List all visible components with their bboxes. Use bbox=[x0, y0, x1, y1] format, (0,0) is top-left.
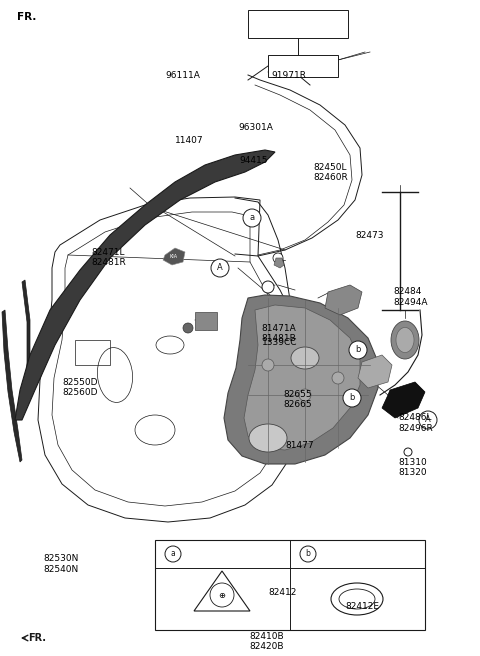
Text: 82412: 82412 bbox=[269, 588, 297, 598]
Polygon shape bbox=[163, 248, 185, 265]
Polygon shape bbox=[358, 355, 392, 388]
Ellipse shape bbox=[291, 347, 319, 369]
Text: FR.: FR. bbox=[17, 12, 36, 22]
Text: 82450L
82460R: 82450L 82460R bbox=[313, 163, 348, 182]
Text: 91971R: 91971R bbox=[271, 71, 306, 80]
Circle shape bbox=[349, 341, 367, 359]
Text: 96111A: 96111A bbox=[166, 71, 201, 80]
Bar bbox=[75, 340, 110, 365]
Bar bbox=[248, 10, 348, 38]
Polygon shape bbox=[325, 285, 362, 315]
Text: A: A bbox=[217, 264, 223, 272]
Polygon shape bbox=[382, 382, 425, 418]
Circle shape bbox=[273, 253, 283, 263]
Text: FR.: FR. bbox=[28, 633, 46, 643]
Text: 82484
82494A: 82484 82494A bbox=[394, 287, 428, 307]
Text: a: a bbox=[170, 550, 175, 558]
Circle shape bbox=[300, 546, 316, 562]
Text: 94415: 94415 bbox=[239, 156, 267, 165]
Text: b: b bbox=[355, 346, 360, 354]
Text: a: a bbox=[250, 213, 254, 222]
Text: 82473: 82473 bbox=[355, 231, 384, 240]
Text: 82486L
82496R: 82486L 82496R bbox=[398, 413, 433, 433]
Text: 11407: 11407 bbox=[175, 136, 204, 146]
Circle shape bbox=[262, 359, 274, 371]
Polygon shape bbox=[22, 280, 30, 402]
Bar bbox=[195, 312, 217, 330]
Text: 82471L
82481R: 82471L 82481R bbox=[91, 248, 126, 268]
Text: 82412E: 82412E bbox=[346, 602, 380, 611]
Text: ⊕: ⊕ bbox=[218, 590, 226, 600]
Circle shape bbox=[404, 448, 412, 456]
Circle shape bbox=[211, 259, 229, 277]
Text: 81471A
81481B: 81471A 81481B bbox=[262, 324, 296, 344]
Polygon shape bbox=[244, 305, 360, 450]
Ellipse shape bbox=[249, 424, 287, 452]
Text: KIA: KIA bbox=[170, 255, 178, 260]
Text: 81310
81320: 81310 81320 bbox=[398, 458, 427, 478]
Text: 81477: 81477 bbox=[286, 441, 314, 450]
Text: b: b bbox=[306, 550, 311, 558]
Circle shape bbox=[332, 372, 344, 384]
Text: 82410B
82420B: 82410B 82420B bbox=[250, 632, 284, 651]
Circle shape bbox=[165, 546, 181, 562]
Polygon shape bbox=[2, 310, 22, 462]
Text: 82655
82665: 82655 82665 bbox=[283, 390, 312, 409]
Text: b: b bbox=[349, 394, 355, 403]
Circle shape bbox=[262, 281, 274, 293]
Circle shape bbox=[419, 411, 437, 429]
Polygon shape bbox=[224, 295, 378, 464]
Circle shape bbox=[343, 389, 361, 407]
Text: 82530N
82540N: 82530N 82540N bbox=[43, 554, 79, 574]
Bar bbox=[268, 55, 338, 77]
Polygon shape bbox=[15, 150, 275, 420]
Text: 1339CC: 1339CC bbox=[262, 338, 297, 348]
Text: A: A bbox=[425, 415, 431, 424]
Text: 82550D
82560D: 82550D 82560D bbox=[62, 378, 98, 398]
Ellipse shape bbox=[396, 327, 414, 352]
Ellipse shape bbox=[391, 321, 419, 359]
Polygon shape bbox=[274, 258, 284, 268]
Circle shape bbox=[243, 209, 261, 227]
Circle shape bbox=[183, 323, 193, 333]
Text: 96301A: 96301A bbox=[238, 123, 273, 133]
Bar bbox=[155, 540, 425, 630]
Circle shape bbox=[299, 389, 311, 401]
